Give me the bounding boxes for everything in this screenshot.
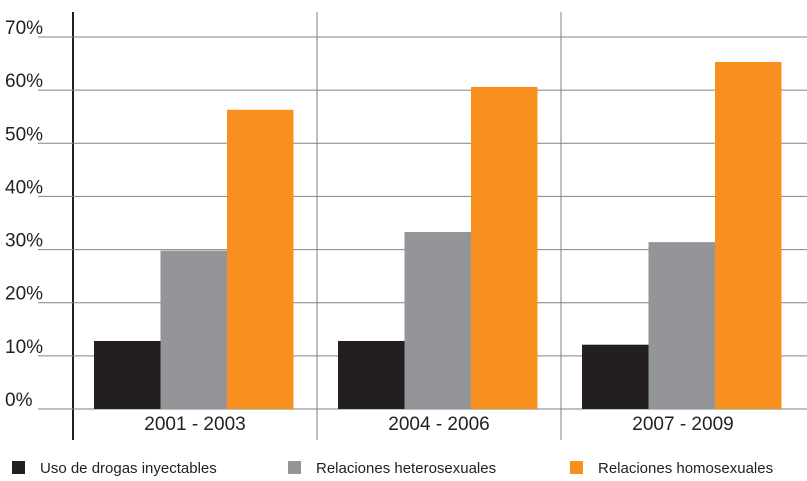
y-tick-label: 10%: [5, 337, 43, 358]
x-tick-label: 2007 - 2009: [632, 414, 733, 435]
y-tick-label: 60%: [5, 71, 43, 92]
bar: [648, 242, 715, 409]
y-tick-label: 0%: [5, 390, 33, 411]
x-tick-label: 2004 - 2006: [388, 414, 489, 435]
bar: [94, 340, 161, 409]
legend-swatch: [570, 461, 583, 474]
bar: [582, 344, 649, 409]
bar: [404, 232, 471, 409]
bar: [715, 61, 782, 409]
y-tick-label: 30%: [5, 231, 43, 252]
bar: [471, 86, 538, 409]
legend-label: Uso de drogas inyectables: [40, 460, 217, 477]
y-tick-label: 70%: [5, 18, 43, 39]
bar: [338, 340, 405, 409]
bar: [160, 250, 227, 409]
legend-label: Relaciones homosexuales: [598, 460, 773, 477]
legend-label: Relaciones heterosexuales: [316, 460, 496, 477]
legend-swatch: [12, 461, 25, 474]
bar: [227, 109, 294, 409]
x-tick-label: 2001 - 2003: [144, 414, 245, 435]
legend-swatch: [288, 461, 301, 474]
y-tick-label: 20%: [5, 284, 43, 305]
y-tick-label: 50%: [5, 124, 43, 145]
y-tick-label: 40%: [5, 177, 43, 198]
